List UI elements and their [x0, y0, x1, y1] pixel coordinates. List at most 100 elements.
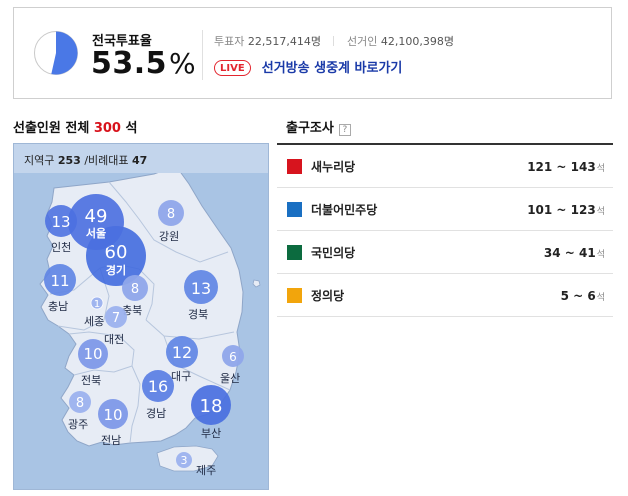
label-chungbuk: 충북 — [122, 304, 142, 317]
bubble-ulsan[interactable]: 6 — [222, 345, 244, 367]
party-color-swatch — [287, 158, 302, 174]
voters-label: 투표자 — [214, 35, 245, 48]
turnout-panel: 전국투표율 53.5% 투표자 22,517,414명 선거인 42,100,3… — [13, 7, 612, 99]
label-ulsan: 울산 — [220, 372, 240, 385]
bubble-gwangju[interactable]: 8 — [69, 391, 91, 413]
seat-unit: 석 — [596, 164, 605, 174]
seat-range: 101 ~ 123석 — [527, 203, 605, 217]
bubble-gyeonggi-name: 경기 — [106, 263, 126, 277]
turnout-label: 전국투표율 — [92, 34, 152, 49]
bubble-jeju[interactable]: 3 — [176, 452, 192, 468]
border-chungnam — [49, 267, 110, 331]
seats-title: 선출인원 전체 300 석 — [13, 117, 137, 136]
exit-poll-row[interactable]: 정의당 5 ~ 6석 — [277, 274, 613, 317]
bubble-busan-seats: 18 — [200, 396, 223, 417]
border-jeonbuk — [68, 331, 135, 376]
seat-range-value: 5 ~ 6 — [560, 289, 596, 303]
seat-unit: 석 — [596, 293, 605, 303]
label-incheon: 인천 — [51, 240, 71, 254]
exit-poll-row[interactable]: 더불어민주당 101 ~ 123석 — [277, 188, 613, 231]
exit-poll-title: 출구조사? — [286, 117, 351, 136]
exit-poll-list: 새누리당 121 ~ 143석 더불어민주당 101 ~ 123석 국민의당 3… — [277, 143, 613, 317]
bubble-daegu-seats: 12 — [172, 343, 192, 362]
bubble-jeonbuk-seats: 10 — [83, 345, 102, 363]
seat-range-value: 121 ~ 143 — [527, 160, 596, 174]
turnout-value: 53.5% — [91, 46, 196, 81]
bubble-ulsan-seats: 6 — [229, 350, 237, 364]
label-gyeongnam: 경남 — [146, 407, 166, 420]
bubble-jeonbuk[interactable]: 10 — [78, 339, 108, 369]
party-name: 정의당 — [311, 288, 345, 303]
label-sejong: 세종 — [84, 315, 104, 328]
party-color-swatch — [287, 287, 302, 303]
exit-poll-title-text: 출구조사 — [286, 121, 334, 136]
turnout-stats: 투표자 22,517,414명 선거인 42,100,398명 — [214, 33, 454, 49]
exit-poll-row[interactable]: 새누리당 121 ~ 143석 — [277, 145, 613, 188]
label-busan: 부산 — [201, 427, 221, 440]
bubble-sejong-seats: 1 — [94, 299, 100, 310]
ulleung-island — [252, 279, 261, 288]
seat-range: 121 ~ 143석 — [527, 160, 605, 174]
bubble-sejong[interactable]: 1 — [90, 296, 104, 310]
bubble-gangwon[interactable]: 8 — [158, 200, 184, 226]
bubble-seoul-name: 서울 — [86, 226, 106, 240]
seat-range-value: 34 ~ 41 — [543, 246, 596, 260]
pr-label: /비례대표 — [84, 154, 129, 167]
divider — [202, 30, 203, 80]
party-name: 국민의당 — [311, 245, 356, 260]
bubble-gyeongnam-seats: 16 — [148, 377, 168, 396]
bubble-jeonnam[interactable]: 10 — [98, 399, 128, 429]
border-gangwon — [108, 181, 229, 263]
bubble-seoul-seats: 49 — [85, 206, 108, 227]
bubble-chungbuk[interactable]: 8 — [122, 275, 148, 301]
bubble-jeonnam-seats: 10 — [103, 406, 122, 424]
stats-divider — [333, 36, 335, 46]
label-daegu: 대구 — [171, 370, 191, 383]
party-name: 새누리당 — [311, 159, 356, 174]
electorate-label: 선거인 — [346, 35, 378, 48]
exit-poll-row[interactable]: 국민의당 34 ~ 41석 — [277, 231, 613, 274]
seats-total: 300 — [93, 121, 121, 136]
bubble-gyeongnam[interactable]: 16 — [142, 370, 174, 402]
seat-range: 34 ~ 41석 — [544, 246, 605, 260]
bubble-chungbuk-seats: 8 — [131, 282, 139, 297]
turnout-pie-chart — [34, 31, 78, 75]
help-icon[interactable]: ? — [338, 124, 351, 136]
bubble-incheon-seats: 13 — [51, 213, 70, 231]
label-jeonbuk: 전북 — [81, 374, 101, 387]
seat-range: 5 ~ 6석 — [561, 289, 605, 303]
bubble-jeju-seats: 3 — [181, 454, 188, 467]
label-chungnam: 충남 — [48, 300, 68, 313]
seat-unit: 석 — [596, 250, 605, 260]
label-gangwon: 강원 — [159, 230, 179, 243]
bubble-daegu[interactable]: 12 — [166, 336, 198, 368]
party-color-swatch — [287, 201, 302, 217]
seats-title-prefix: 선출인원 전체 — [13, 121, 90, 136]
bubble-incheon[interactable]: 13 — [45, 205, 77, 237]
district-value: 253 — [57, 154, 81, 167]
electorate-value: 42,100,398명 — [380, 35, 454, 48]
bubble-gyeongbuk-seats: 13 — [191, 279, 211, 298]
party-color-swatch — [287, 244, 302, 260]
label-gwangju: 광주 — [68, 418, 88, 431]
live-broadcast-link[interactable]: LIVE 선거방송 생중계 바로가기 — [214, 57, 402, 76]
label-jeju: 제주 — [196, 464, 216, 477]
bubble-busan[interactable]: 18 — [191, 385, 231, 425]
bubble-gyeongbuk[interactable]: 13 — [184, 270, 218, 304]
live-badge: LIVE — [214, 60, 251, 76]
bubble-chungnam[interactable]: 11 — [44, 264, 76, 296]
border-gyeongnam — [129, 365, 141, 444]
bubble-gangwon-seats: 8 — [167, 207, 175, 222]
pr-value: 47 — [132, 154, 148, 167]
voters-value: 22,517,414명 — [247, 35, 321, 48]
label-jeonnam: 전남 — [101, 434, 121, 447]
label-gyeongbuk: 경북 — [188, 308, 208, 321]
bubble-gyeonggi-seats: 60 — [105, 242, 128, 263]
bubble-chungnam-seats: 11 — [50, 272, 69, 290]
bubble-daejeon[interactable]: 7 — [105, 306, 127, 328]
seat-range-value: 101 ~ 123 — [527, 203, 596, 217]
bubble-seoul[interactable]: 49 서울 — [68, 194, 124, 250]
turnout-number: 53.5 — [91, 46, 168, 81]
live-link-text[interactable]: 선거방송 생중계 바로가기 — [261, 61, 403, 76]
turnout-unit: % — [169, 47, 197, 80]
